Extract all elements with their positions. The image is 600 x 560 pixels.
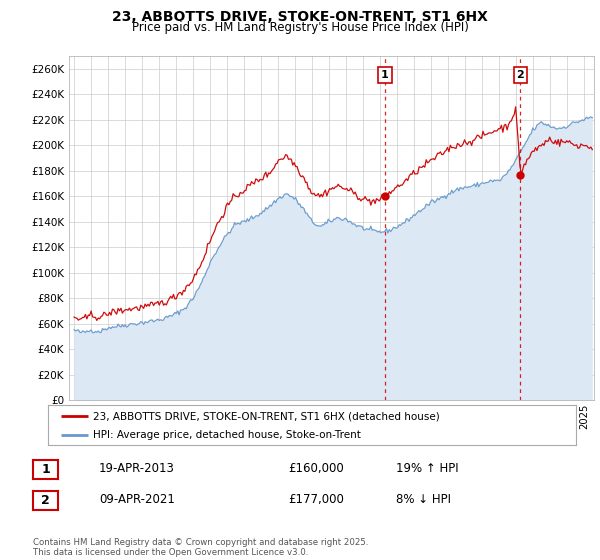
Text: 8% ↓ HPI: 8% ↓ HPI — [396, 493, 451, 506]
Text: 1: 1 — [41, 463, 50, 476]
Text: Price paid vs. HM Land Registry's House Price Index (HPI): Price paid vs. HM Land Registry's House … — [131, 21, 469, 34]
Text: 2: 2 — [517, 70, 524, 80]
Text: 19-APR-2013: 19-APR-2013 — [99, 462, 175, 475]
Text: £177,000: £177,000 — [288, 493, 344, 506]
Text: HPI: Average price, detached house, Stoke-on-Trent: HPI: Average price, detached house, Stok… — [93, 430, 361, 440]
Text: 09-APR-2021: 09-APR-2021 — [99, 493, 175, 506]
Text: 19% ↑ HPI: 19% ↑ HPI — [396, 462, 458, 475]
Text: 2: 2 — [41, 493, 50, 507]
Text: 23, ABBOTTS DRIVE, STOKE-ON-TRENT, ST1 6HX (detached house): 23, ABBOTTS DRIVE, STOKE-ON-TRENT, ST1 6… — [93, 411, 440, 421]
Text: 1: 1 — [381, 70, 389, 80]
Text: Contains HM Land Registry data © Crown copyright and database right 2025.
This d: Contains HM Land Registry data © Crown c… — [33, 538, 368, 557]
Text: £160,000: £160,000 — [288, 462, 344, 475]
Text: 23, ABBOTTS DRIVE, STOKE-ON-TRENT, ST1 6HX: 23, ABBOTTS DRIVE, STOKE-ON-TRENT, ST1 6… — [112, 10, 488, 24]
